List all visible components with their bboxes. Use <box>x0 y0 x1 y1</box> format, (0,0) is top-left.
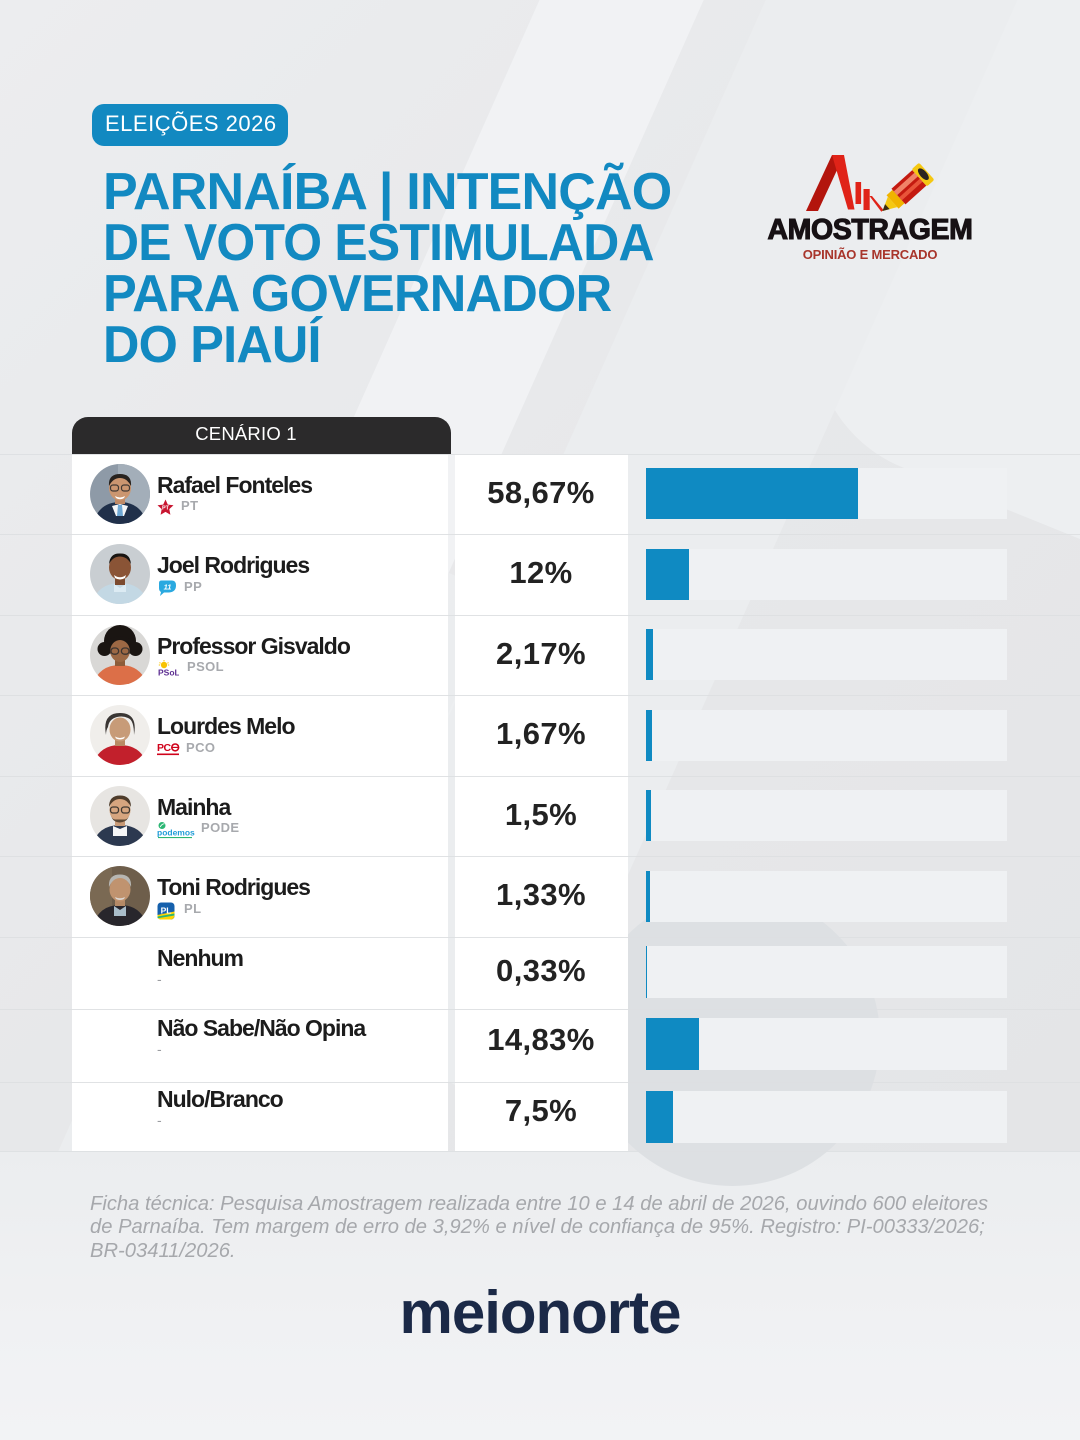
svg-text:podemos: podemos <box>157 828 195 838</box>
svg-text:PL: PL <box>161 905 172 915</box>
svg-text:PC: PC <box>157 742 172 754</box>
svg-text:11: 11 <box>164 582 172 591</box>
svg-text:PT: PT <box>162 506 170 512</box>
svg-text:PSoL: PSoL <box>158 668 179 678</box>
